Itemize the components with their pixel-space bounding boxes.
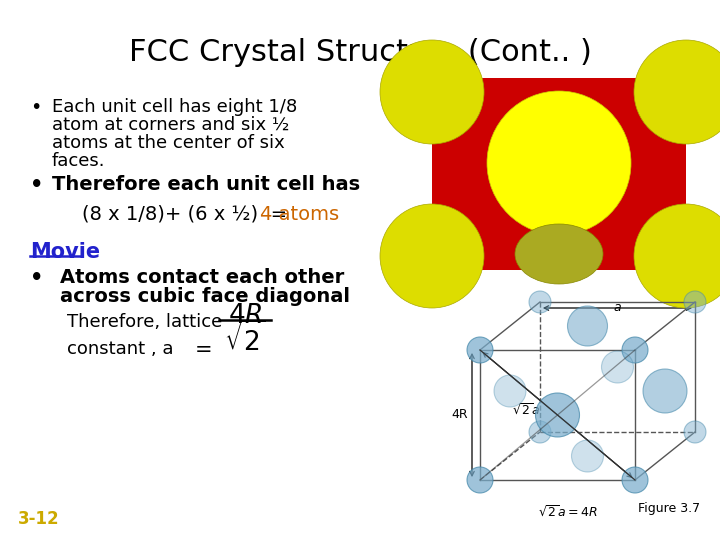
Text: •: • xyxy=(30,268,43,288)
Circle shape xyxy=(684,291,706,313)
Text: Atoms contact each other: Atoms contact each other xyxy=(60,268,344,287)
Text: atoms at the center of six: atoms at the center of six xyxy=(52,134,284,152)
Text: Movie: Movie xyxy=(30,242,100,262)
Text: Therefore each unit cell has: Therefore each unit cell has xyxy=(52,175,360,194)
Circle shape xyxy=(572,440,603,472)
Ellipse shape xyxy=(487,91,631,235)
Circle shape xyxy=(467,337,493,363)
Text: (8 x 1/8)+ (6 x ½)  =: (8 x 1/8)+ (6 x ½) = xyxy=(82,205,300,224)
Text: 4R: 4R xyxy=(451,408,468,422)
Text: $a$: $a$ xyxy=(613,301,622,314)
Text: FCC Crystal Structure (Cont.. ): FCC Crystal Structure (Cont.. ) xyxy=(129,38,591,67)
Circle shape xyxy=(622,337,648,363)
Circle shape xyxy=(467,467,493,493)
Text: 4 atoms: 4 atoms xyxy=(260,205,339,224)
Text: atom at corners and six ½: atom at corners and six ½ xyxy=(52,116,289,134)
Text: $\sqrt{2}$: $\sqrt{2}$ xyxy=(224,322,266,357)
Ellipse shape xyxy=(380,40,484,144)
Text: •: • xyxy=(30,175,43,195)
Bar xyxy=(432,78,686,270)
Text: across cubic face diagonal: across cubic face diagonal xyxy=(60,287,350,306)
Ellipse shape xyxy=(634,40,720,144)
Text: $4R$: $4R$ xyxy=(228,303,262,329)
Text: constant , a: constant , a xyxy=(67,340,174,358)
Ellipse shape xyxy=(515,224,603,284)
Circle shape xyxy=(684,421,706,443)
Text: Figure 3.7: Figure 3.7 xyxy=(638,502,700,515)
Ellipse shape xyxy=(380,204,484,308)
Text: Each unit cell has eight 1/8: Each unit cell has eight 1/8 xyxy=(52,98,297,116)
Text: 3-12: 3-12 xyxy=(18,510,60,528)
Circle shape xyxy=(567,306,608,346)
Text: •: • xyxy=(30,98,41,117)
Circle shape xyxy=(494,375,526,407)
Text: faces.: faces. xyxy=(52,152,106,170)
Circle shape xyxy=(529,421,551,443)
Circle shape xyxy=(536,393,580,437)
Ellipse shape xyxy=(634,204,720,308)
Text: Therefore, lattice: Therefore, lattice xyxy=(67,313,222,331)
Text: $\sqrt{2}a$: $\sqrt{2}a$ xyxy=(512,402,539,417)
Circle shape xyxy=(529,291,551,313)
Circle shape xyxy=(622,467,648,493)
Circle shape xyxy=(601,351,634,383)
Circle shape xyxy=(643,369,687,413)
Text: $\sqrt{2}a = 4R$: $\sqrt{2}a = 4R$ xyxy=(538,505,598,520)
Text: =: = xyxy=(195,340,212,360)
